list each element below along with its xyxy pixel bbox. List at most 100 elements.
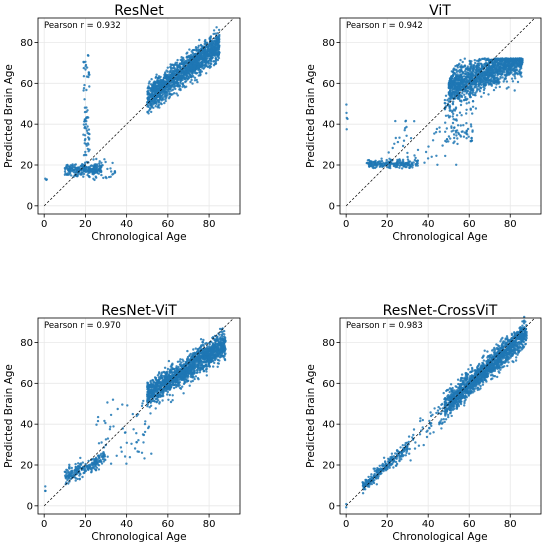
scatter-point <box>147 89 150 93</box>
scatter-point <box>191 51 194 55</box>
scatter-point <box>165 69 168 72</box>
scatter-point <box>403 129 406 132</box>
scatter-point <box>498 66 502 69</box>
scatter-point <box>483 76 487 80</box>
scatter-point <box>163 75 166 78</box>
scatter-point <box>168 92 171 96</box>
scatter-point <box>492 88 496 92</box>
scatter-point <box>404 120 407 123</box>
scatter-point <box>444 102 447 105</box>
scatter-point <box>87 54 90 57</box>
y-tick-label: 80 <box>322 38 335 49</box>
scatter-point <box>406 151 409 155</box>
scatter-point <box>104 160 107 164</box>
scatter-point <box>471 112 474 115</box>
scatter-point <box>452 100 455 103</box>
scatter-point <box>444 154 447 158</box>
panel-title: ResNet <box>114 3 164 19</box>
scatter-point <box>214 46 217 49</box>
scatter-point <box>398 158 401 161</box>
scatter-point <box>476 69 480 72</box>
scatter-point <box>414 156 417 160</box>
pearson-annotation: Pearson r = 0.942 <box>346 21 423 31</box>
scatter-point <box>510 77 514 80</box>
scatter-point <box>490 83 493 86</box>
scatter-point <box>487 81 490 85</box>
scatter-point <box>205 52 208 55</box>
scatter-point <box>86 116 89 119</box>
scatter-point <box>88 73 91 77</box>
scatter-point <box>191 49 194 52</box>
scatter-point <box>473 59 476 62</box>
scatter-point <box>63 170 67 173</box>
scatter-point <box>215 41 218 44</box>
scatter-point <box>155 93 159 97</box>
scatter-point <box>158 401 161 404</box>
scatter-point <box>83 110 87 114</box>
scatter-point <box>186 68 190 72</box>
scatter-point <box>223 357 226 361</box>
scatter-point <box>462 135 466 138</box>
scatter-point <box>455 134 458 137</box>
scatter-point <box>216 39 219 42</box>
scatter-point <box>186 72 189 75</box>
scatter-point <box>453 83 456 87</box>
scatter-point <box>157 83 161 87</box>
scatter-point <box>469 77 472 80</box>
scatter-point <box>182 65 185 69</box>
scatter-point <box>199 43 203 47</box>
scatter-point <box>431 139 435 142</box>
scatter-point <box>209 348 212 351</box>
scatter-point <box>462 99 466 102</box>
scatter-point <box>87 143 90 146</box>
scatter-point <box>156 81 159 84</box>
scatter-point <box>87 150 90 153</box>
scatter-point <box>444 114 448 118</box>
scatter-point <box>465 132 468 135</box>
scatter-point <box>204 50 208 53</box>
scatter-point <box>204 342 207 345</box>
scatter-point <box>459 58 462 62</box>
scatter-point <box>163 366 167 369</box>
scatter-point <box>158 393 161 396</box>
scatter-point <box>198 371 202 374</box>
scatter-point <box>505 80 509 83</box>
scatter-point <box>453 109 457 112</box>
scatter-point <box>460 77 463 80</box>
scatter-point <box>148 107 152 111</box>
scatter-point <box>149 102 152 105</box>
scatter-point <box>147 85 150 88</box>
y-axis-label: Predicted Brain Age <box>3 64 15 168</box>
scatter-point <box>475 59 479 62</box>
scatter-point <box>100 165 103 168</box>
x-axis-label: Chronological Age <box>392 231 487 243</box>
scatter-point <box>113 170 117 173</box>
scatter-point <box>413 154 416 157</box>
scatter-point <box>185 52 188 55</box>
scatter-point <box>193 70 197 73</box>
scatter-point <box>186 55 189 59</box>
x-tick-label: 40 <box>120 219 133 230</box>
scatter-point <box>198 71 201 74</box>
scatter-point <box>451 115 454 118</box>
scatter-point <box>483 81 486 85</box>
scatter-point <box>405 134 408 137</box>
scatter-point <box>77 166 80 169</box>
scatter-point <box>517 58 520 61</box>
scatter-point <box>471 93 475 96</box>
data-points <box>345 57 524 170</box>
scatter-point <box>167 398 170 401</box>
scatter-point <box>456 73 459 76</box>
scatter-point <box>383 162 386 166</box>
scatter-point <box>479 62 483 65</box>
scatter-point <box>406 158 410 161</box>
scatter-point <box>456 88 460 92</box>
scatter-point <box>184 73 187 77</box>
scatter-point <box>438 126 441 129</box>
scatter-point <box>381 165 385 168</box>
x-tick-label: 20 <box>79 219 92 230</box>
scatter-point <box>159 87 163 90</box>
scatter-point <box>69 171 72 175</box>
scatter-point <box>179 88 182 92</box>
